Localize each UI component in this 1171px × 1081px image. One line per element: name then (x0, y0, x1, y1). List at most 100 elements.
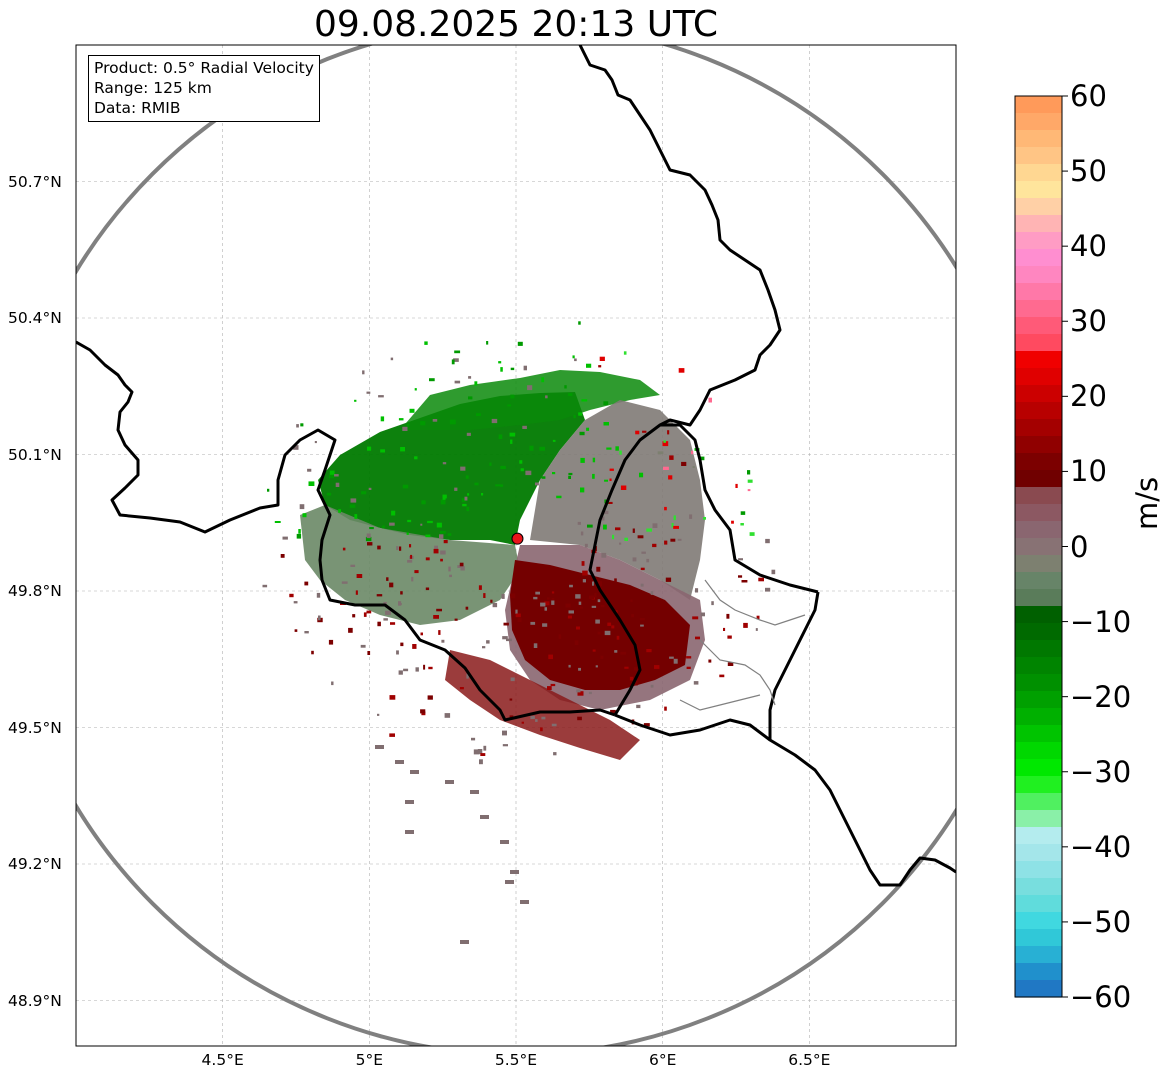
echo-speckle (400, 591, 403, 595)
echo-speckle (486, 341, 489, 345)
echo-speckle (654, 665, 660, 669)
echo-speckle (349, 504, 356, 508)
echo-speckle (735, 483, 738, 488)
echo-speckle (664, 540, 668, 545)
echo-speckle (448, 566, 451, 572)
clutter-streak (500, 840, 509, 844)
echo-speckle (356, 574, 363, 578)
echo-speckle (629, 676, 634, 681)
echo-speckle (584, 543, 588, 548)
echo-speckle (425, 534, 431, 538)
echo-speckle (486, 640, 490, 644)
echo-speckle (624, 666, 629, 669)
echo-speckle (544, 601, 550, 606)
echo-speckle (695, 636, 700, 640)
colorbar-segment (1015, 606, 1062, 624)
echo-speckle (280, 554, 285, 558)
lon-tick-label: 5.5°E (494, 1051, 538, 1069)
echo-speckle (440, 558, 443, 562)
echo-speckle (267, 488, 270, 492)
colorbar-segment (1015, 453, 1062, 471)
colorbar-segment (1015, 300, 1062, 318)
echo-speckle (603, 422, 609, 426)
echo-speckle (354, 514, 358, 519)
colorbar-tick-label: −20 (1070, 679, 1132, 714)
echo-speckle (483, 745, 487, 751)
echo-speckle (741, 580, 748, 583)
colorbar-segment (1015, 385, 1062, 403)
echo-speckle (631, 614, 635, 618)
colorbar-segment (1015, 351, 1062, 369)
echo-speckle (580, 531, 584, 536)
echo-speckle (377, 545, 381, 550)
echo-speckle (749, 532, 755, 536)
echo-speckle (669, 656, 674, 659)
echo-speckle (632, 680, 638, 686)
echo-speckle (731, 520, 734, 524)
echo-speckle (646, 528, 652, 532)
echo-speckle (483, 593, 486, 598)
echo-speckle (586, 363, 592, 368)
graticule (76, 45, 956, 1046)
colorbar-tick-label: 50 (1070, 154, 1107, 189)
echo-speckle (460, 466, 466, 471)
echo-speckle (519, 460, 523, 464)
echo-speckle (567, 615, 572, 619)
echo-speckle (551, 591, 555, 594)
echo-speckle (595, 665, 598, 668)
echo-speckle (603, 401, 609, 406)
echo-speckle (362, 370, 365, 375)
echo-speckle (609, 468, 614, 471)
echo-speckle (546, 597, 550, 600)
echo-speckle (389, 695, 396, 700)
echo-speckle (502, 730, 507, 736)
clutter-streak (520, 900, 529, 904)
admin-boundaries (679, 579, 806, 711)
echo-speckle (480, 753, 486, 756)
echo-speckle (765, 587, 771, 592)
info-range: Range: 125 km (94, 79, 212, 97)
echo-speckle (551, 597, 555, 601)
border-germany-north (578, 45, 782, 427)
echo-speckle (378, 395, 384, 398)
lon-tick-label: 6°E (648, 1051, 677, 1069)
border-france-belgium-west (76, 340, 616, 722)
echo-speckle (443, 540, 448, 544)
echo-speckle (318, 615, 321, 621)
echo-speckle (466, 432, 471, 436)
colorbar-tick-label: 10 (1070, 454, 1107, 489)
colorbar-segment (1015, 436, 1062, 454)
echo-speckle (294, 629, 298, 632)
colorbar-unit-label: m/s (1130, 476, 1164, 530)
echo-speckle (509, 698, 513, 701)
echo-speckle (500, 465, 506, 469)
echo-speckle (671, 522, 674, 528)
echo-speckle (410, 554, 413, 559)
echo-speckle (329, 470, 335, 476)
echo-speckle (642, 430, 647, 433)
echo-speckle (441, 639, 445, 643)
echo-speckle (500, 367, 503, 372)
echo-speckle (390, 357, 394, 361)
echo-speckle (650, 684, 654, 688)
echo-speckle (296, 424, 299, 428)
echo-speckle (436, 522, 442, 528)
echo-speckle (738, 558, 743, 561)
echo-speckle (442, 462, 447, 465)
colorbar-segment (1015, 793, 1062, 811)
echo-speckle (459, 562, 464, 567)
colorbar-segment (1015, 266, 1062, 284)
echo-speckle (575, 594, 581, 599)
echo-speckle (439, 534, 444, 539)
echo-speckle (620, 485, 627, 490)
echo-speckle (316, 592, 321, 598)
echo-speckle (581, 561, 585, 566)
echo-speckle (396, 650, 399, 655)
colorbar-tick-label: 0 (1070, 529, 1089, 564)
echo-speckle (541, 377, 545, 383)
echo-speckle (390, 622, 396, 625)
echo-speckle (747, 479, 753, 483)
admin-boundary (704, 579, 806, 626)
echo-speckle (578, 667, 581, 671)
